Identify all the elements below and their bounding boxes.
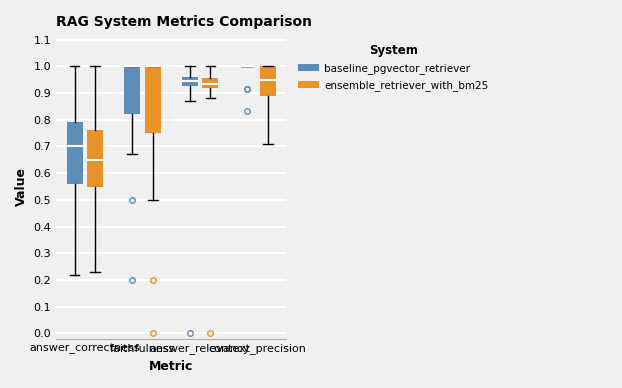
Bar	[87, 130, 103, 187]
Bar	[124, 66, 140, 114]
Bar	[202, 78, 218, 88]
Bar	[260, 66, 276, 96]
X-axis label: Metric: Metric	[149, 360, 193, 373]
Legend: baseline_pgvector_retriever, ensemble_retriever_with_bm25: baseline_pgvector_retriever, ensemble_re…	[294, 40, 493, 95]
Bar	[145, 66, 161, 133]
Bar	[67, 123, 83, 184]
Text: RAG System Metrics Comparison: RAG System Metrics Comparison	[56, 15, 312, 29]
Bar	[182, 77, 198, 87]
Y-axis label: Value: Value	[15, 167, 28, 206]
